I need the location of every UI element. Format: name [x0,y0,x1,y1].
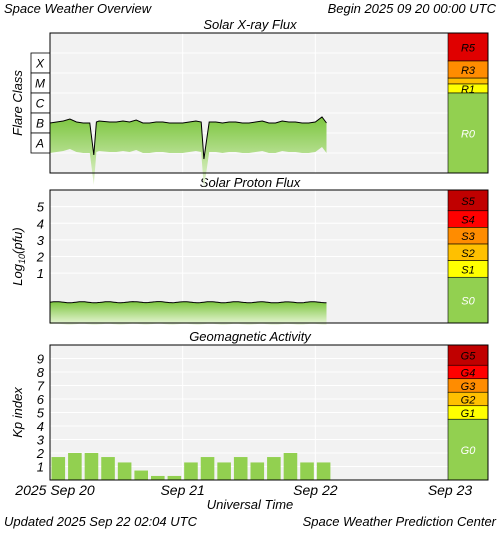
proton-scale-label: S4 [461,215,474,227]
kp-bar [151,475,165,480]
kp-scale-label: G3 [461,381,477,393]
kp-bar [134,470,148,480]
proton-scale-label: S2 [461,248,474,260]
kp-y-tick-label: 4 [37,419,44,434]
time-axis-tick-label: Sep 23 [428,482,473,498]
updated-timestamp: Updated 2025 Sep 22 02:04 UTC [4,514,197,529]
proton-chart-title: Solar Proton Flux [200,175,301,190]
proton-y-tick-label: 5 [37,200,45,215]
flare-class-label: A [35,137,44,151]
xray-y-axis-title: Flare Class [10,70,25,136]
kp-scale-box [447,418,489,481]
kp-bar [68,453,82,480]
credit-label: Space Weather Prediction Center [302,514,496,529]
time-axis-tick-label: Sep 22 [293,482,338,498]
flare-class-label: M [35,77,45,91]
proton-y-tick-label: 3 [37,233,45,248]
time-axis-tick-label: 2025 Sep 20 [14,482,95,498]
kp-bar [101,457,115,480]
kp-bar [217,462,231,480]
kp-bar [167,475,182,480]
kp-bar [267,457,281,480]
kp-scale-label: G4 [461,368,476,380]
panel-frame-2 [49,189,489,324]
kp-bar [316,462,331,480]
kp-scale-label: G1 [461,408,476,420]
flare-class-label: X [35,57,45,71]
flare-class-label: C [36,97,45,111]
kp-bar [283,453,298,480]
kp-bar [51,457,66,480]
kp-y-tick-label: 1 [37,460,44,475]
proton-scale-label: S3 [461,231,475,243]
xray-scale-label: R5 [461,43,476,55]
xray-scale-box [447,92,489,174]
kp-bar [84,453,99,480]
proton-y-tick-label: 4 [37,216,44,231]
kp-bar [300,462,314,480]
kp-y-tick-label: 3 [37,433,45,448]
flare-class-label: B [36,117,44,131]
begin-time-label: Begin 2025 09 20 00:00 UTC [327,1,496,16]
xray-chart-title: Solar X-ray Flux [203,17,297,32]
panel-frame-3 [49,344,489,481]
kp-y-tick-label: 2 [36,446,45,461]
time-axis-tick-label: Sep 21 [160,482,204,498]
kp-y-tick-label: 8 [37,365,45,380]
proton-y-tick-label: 1 [37,266,44,281]
xray-scale-label: R3 [461,65,476,77]
panel-frame-1 [49,32,489,174]
xray-flux-fill [50,117,327,189]
kp-scale-label: G2 [461,395,476,407]
proton-y-tick-label: 2 [36,250,45,265]
kp-bar [184,462,198,480]
kp-y-tick-label: 9 [37,352,44,367]
page-title: Space Weather Overview [4,1,152,16]
kp-y-tick-label: 6 [37,392,45,407]
kp-bar [200,457,215,480]
proton-scale-label: S5 [461,196,475,208]
xray-scale-label: R0 [461,129,476,141]
kp-scale-label: G0 [461,445,477,457]
xray-scale-box [447,32,489,62]
proton-scale-label: S0 [461,296,475,308]
kp-y-axis-title: Kp index [10,387,25,438]
kp-bar [250,462,265,480]
kp-y-tick-label: 5 [37,406,45,421]
kp-bar [233,457,248,480]
kp-scale-label: G5 [461,351,477,363]
proton-flux-fill [50,301,327,325]
geomagnetic-chart-title: Geomagnetic Activity [189,329,312,344]
x-axis-title: Universal Time [206,497,294,512]
kp-bar [117,462,132,480]
xray-flux-line [49,116,327,160]
kp-y-tick-label: 7 [37,379,45,394]
proton-flux-line [49,301,327,304]
proton-y-axis-title: Log10(pfu) [10,227,27,285]
proton-scale-label: S1 [461,264,474,276]
